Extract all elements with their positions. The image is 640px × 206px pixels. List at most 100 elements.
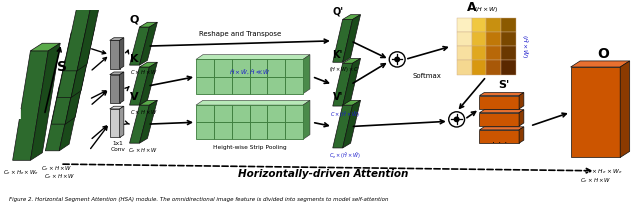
Polygon shape — [457, 32, 472, 46]
Text: S: S — [57, 60, 67, 74]
Polygon shape — [501, 32, 516, 46]
Polygon shape — [472, 32, 486, 46]
Text: $C \times H \times W$: $C \times H \times W$ — [129, 108, 157, 116]
Polygon shape — [268, 122, 285, 139]
Circle shape — [389, 52, 405, 67]
Polygon shape — [140, 62, 157, 67]
Polygon shape — [250, 59, 268, 77]
Text: 1x1
Conv: 1x1 Conv — [110, 141, 125, 152]
Text: $C_e \times H \times W$: $C_e \times H \times W$ — [44, 172, 76, 181]
Polygon shape — [333, 63, 353, 106]
Polygon shape — [129, 67, 149, 105]
Polygon shape — [60, 79, 83, 151]
Text: Q': Q' — [332, 7, 343, 16]
Polygon shape — [479, 130, 519, 143]
Text: Reshape and Transpose: Reshape and Transpose — [199, 30, 281, 37]
Polygon shape — [109, 106, 124, 109]
Polygon shape — [65, 53, 89, 124]
Polygon shape — [51, 59, 79, 124]
Polygon shape — [109, 75, 120, 103]
Text: Figure 2. Horizontal Segment Attention (HSA) module. The omnidirectional image f: Figure 2. Horizontal Segment Attention (… — [9, 197, 388, 202]
Polygon shape — [571, 67, 620, 157]
Text: S': S' — [499, 80, 510, 90]
Polygon shape — [129, 105, 149, 143]
Text: · · ·: · · · — [492, 138, 507, 148]
Polygon shape — [519, 110, 524, 126]
Polygon shape — [129, 27, 149, 65]
Polygon shape — [268, 77, 285, 94]
Polygon shape — [342, 59, 360, 106]
Polygon shape — [250, 77, 268, 94]
Polygon shape — [120, 72, 124, 103]
Polygon shape — [571, 61, 630, 67]
Polygon shape — [196, 100, 310, 105]
Polygon shape — [342, 59, 360, 63]
Polygon shape — [31, 43, 60, 51]
Polygon shape — [268, 59, 285, 77]
Polygon shape — [457, 18, 472, 32]
Polygon shape — [486, 32, 501, 46]
Text: $C_e \times H_e \times W_e$: $C_e \times H_e \times W_e$ — [584, 167, 623, 176]
Polygon shape — [196, 59, 214, 77]
Polygon shape — [486, 46, 501, 60]
Polygon shape — [479, 127, 524, 130]
Polygon shape — [250, 122, 268, 139]
Polygon shape — [501, 18, 516, 32]
Text: $(H \times W)$: $(H \times W)$ — [474, 5, 499, 14]
Text: $C_e \times H \times W$: $C_e \times H \times W$ — [42, 164, 73, 173]
Text: $C \times (\hat{H} \times \hat{W})$: $C \times (\hat{H} \times \hat{W})$ — [330, 109, 360, 119]
Text: $C_e \times H \times W$: $C_e \times H \times W$ — [580, 177, 611, 185]
Polygon shape — [140, 100, 157, 105]
Polygon shape — [472, 46, 486, 60]
Polygon shape — [479, 92, 524, 96]
Polygon shape — [120, 106, 124, 137]
Polygon shape — [342, 100, 360, 148]
Polygon shape — [472, 18, 486, 32]
Polygon shape — [303, 100, 310, 139]
Polygon shape — [333, 19, 353, 62]
Polygon shape — [479, 113, 519, 126]
Polygon shape — [232, 105, 250, 122]
Polygon shape — [196, 55, 310, 59]
Circle shape — [454, 116, 460, 122]
Text: $\hat{H} \times \hat{W}, \hat{H} \ll \hat{W}$: $\hat{H} \times \hat{W}, \hat{H} \ll \ha… — [229, 68, 270, 77]
Polygon shape — [472, 60, 486, 75]
Polygon shape — [196, 122, 214, 139]
Text: A: A — [467, 1, 476, 14]
Text: Horizontally-driven Attention: Horizontally-driven Attention — [237, 169, 408, 179]
Polygon shape — [268, 105, 285, 122]
Polygon shape — [196, 105, 214, 122]
Circle shape — [449, 112, 465, 127]
Text: Q: Q — [130, 14, 140, 24]
Polygon shape — [140, 62, 157, 105]
Polygon shape — [109, 72, 124, 75]
Polygon shape — [57, 33, 85, 97]
Text: $(\hat{H} \times \hat{W})$: $(\hat{H} \times \hat{W})$ — [519, 34, 530, 59]
Text: K': K' — [333, 50, 343, 60]
Polygon shape — [479, 96, 519, 109]
Text: I: I — [17, 108, 22, 122]
Polygon shape — [60, 79, 83, 86]
Polygon shape — [519, 127, 524, 143]
Polygon shape — [109, 38, 124, 40]
Polygon shape — [109, 109, 120, 137]
Polygon shape — [140, 100, 157, 143]
Text: $C_e \times H_e \times W_e$: $C_e \times H_e \times W_e$ — [3, 168, 40, 177]
Polygon shape — [303, 55, 310, 94]
Polygon shape — [486, 18, 501, 32]
Text: K: K — [131, 54, 139, 64]
Polygon shape — [479, 110, 524, 113]
Text: V: V — [130, 92, 139, 102]
Polygon shape — [214, 105, 232, 122]
Polygon shape — [285, 59, 303, 77]
Polygon shape — [501, 60, 516, 75]
Polygon shape — [214, 122, 232, 139]
Polygon shape — [13, 51, 48, 160]
Polygon shape — [342, 15, 360, 19]
Polygon shape — [214, 77, 232, 94]
Polygon shape — [77, 0, 101, 6]
Polygon shape — [31, 43, 60, 160]
Text: Height-wise Strip Pooling: Height-wise Strip Pooling — [212, 145, 286, 150]
Polygon shape — [501, 46, 516, 60]
Polygon shape — [620, 61, 630, 157]
